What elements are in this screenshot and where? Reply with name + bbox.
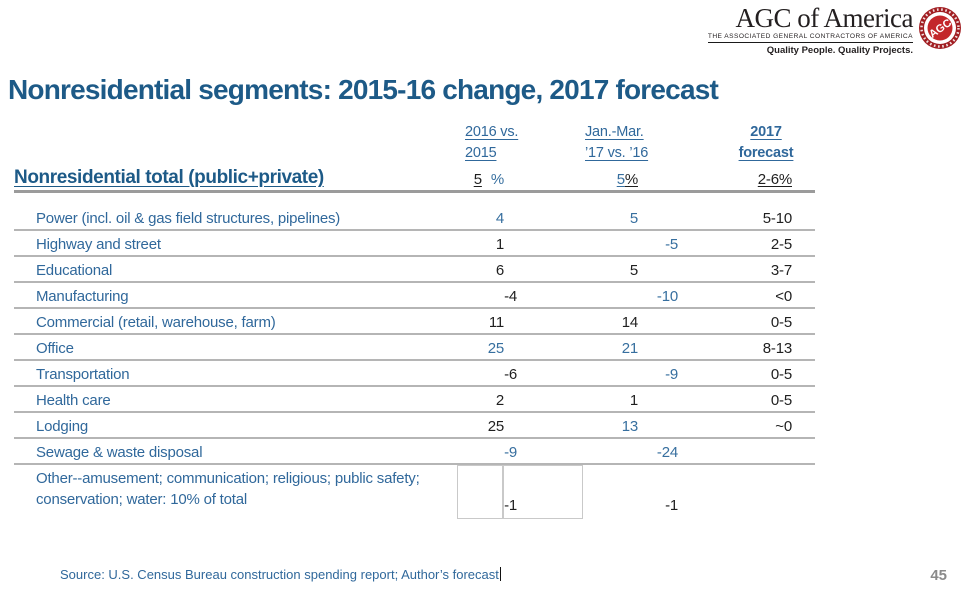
col-header-2016-vs-2015: 2016 vs. 2015	[465, 122, 518, 164]
segment-label: Manufacturing	[36, 288, 129, 305]
value-2017-forecast: 5-10	[762, 210, 792, 227]
value-2017-forecast: 2-5	[770, 236, 792, 253]
value-2016-vs-2015: -9	[504, 444, 517, 461]
total-value-part: 5	[473, 171, 482, 188]
agc-seal-icon: AGC	[919, 7, 961, 49]
table-row: Lodging 25 13 ~0	[14, 413, 815, 439]
segment-label: Transportation	[36, 366, 130, 383]
value-2016-vs-2015: -4	[504, 288, 517, 305]
table-row: Highway and street 1 -5 2-5	[14, 231, 815, 257]
value-2017-forecast: <0	[775, 288, 792, 305]
segment-label: Health care	[36, 392, 111, 409]
value-2016-vs-2015: 1	[495, 236, 504, 253]
value-2017-forecast: 8-13	[762, 340, 792, 357]
total-value-part: %	[624, 171, 638, 188]
cell-selection-box	[457, 465, 503, 519]
value-2016-vs-2015: -6	[504, 366, 517, 383]
table-row: Commercial (retail, warehouse, farm) 11 …	[14, 309, 815, 335]
value-jan-mar: 14	[621, 314, 638, 331]
value-2016-vs-2015: 4	[495, 210, 504, 227]
col-header-line: 2016 vs.	[465, 124, 519, 140]
total-value-part: 2-6%	[757, 171, 792, 188]
col-header-line: forecast	[738, 145, 794, 161]
table-row: Sewage & waste disposal -9 -24	[14, 439, 815, 465]
segments-table: Nonresidential total (public+private) 5%…	[14, 167, 815, 522]
value-2016-vs-2015: 2	[495, 392, 504, 409]
value-jan-mar: 13	[621, 418, 638, 435]
page-number: 45	[930, 567, 947, 584]
col-header-2017-forecast: 2017 forecast	[728, 122, 804, 164]
segment-label: Lodging	[36, 418, 88, 435]
value-jan-mar: -5	[665, 236, 678, 253]
table-row: Manufacturing -4 -10 <0	[14, 283, 815, 309]
value-jan-mar: 5	[629, 210, 638, 227]
table-row: Transportation -6 -9 0-5	[14, 361, 815, 387]
col-header-line: 2017	[750, 124, 782, 140]
total-value-2017-forecast: 2-6%	[614, 171, 792, 188]
table-row: Power (incl. oil & gas field structures,…	[14, 193, 815, 231]
agc-tagline: Quality People. Quality Projects.	[766, 44, 913, 56]
value-2016-vs-2015: 25	[487, 418, 504, 435]
value-2016-vs-2015: 6	[495, 262, 504, 279]
value-jan-mar: 5	[629, 262, 638, 279]
agc-logo: AGC of America THE ASSOCIATED GENERAL CO…	[707, 3, 962, 56]
segment-label: Commercial (retail, warehouse, farm)	[36, 314, 276, 331]
text-cursor	[499, 567, 502, 581]
total-value-2016-vs-2015: 5%	[412, 171, 504, 188]
cell-selection-box	[503, 465, 583, 519]
value-jan-mar: -9	[665, 366, 678, 383]
segment-label: Sewage & waste disposal	[36, 444, 203, 461]
segment-label: Educational	[36, 262, 113, 279]
value-2017-forecast: ~0	[775, 418, 792, 435]
value-2016-vs-2015: 11	[488, 314, 504, 331]
col-header-line: ’17 vs. ’16	[585, 145, 649, 161]
agc-brand-name: AGC of America	[735, 3, 914, 33]
col-header-jan-mar-17-vs-16: Jan.-Mar. ’17 vs. ’16	[585, 122, 648, 164]
total-value-part: %	[490, 171, 504, 188]
total-value-jan-mar: 5%	[544, 171, 638, 188]
value-2017-forecast: 3-7	[770, 262, 792, 279]
source-text[interactable]: Source: U.S. Census Bureau construction …	[60, 567, 499, 582]
segment-label: Office	[36, 340, 74, 357]
agc-brand-subtitle: THE ASSOCIATED GENERAL CONTRACTORS OF AM…	[707, 33, 913, 43]
table-row: Other--amusement; communication; religio…	[14, 465, 815, 522]
agc-logo-text: AGC of America THE ASSOCIATED GENERAL CO…	[707, 3, 914, 56]
col-header-line: Jan.-Mar.	[585, 124, 644, 140]
source-note[interactable]: Source: U.S. Census Bureau construction …	[60, 567, 502, 582]
segment-label: Other--amusement; communication; religio…	[36, 470, 420, 508]
table-row: Office 25 21 8-13	[14, 335, 815, 361]
total-row: Nonresidential total (public+private) 5%…	[14, 167, 815, 193]
table-row: Educational 6 5 3-7	[14, 257, 815, 283]
segment-label: Highway and street	[36, 236, 161, 253]
total-value-part: 5	[616, 171, 625, 188]
value-2017-forecast: 0-5	[770, 366, 792, 383]
total-row-label: Nonresidential total (public+private)	[14, 167, 324, 188]
value-2016-vs-2015: 25	[487, 340, 504, 357]
value-jan-mar: 21	[621, 340, 638, 357]
value-jan-mar: -1	[665, 497, 678, 514]
value-jan-mar: 1	[629, 392, 638, 409]
segment-label: Power (incl. oil & gas field structures,…	[36, 210, 341, 227]
value-jan-mar: -24	[656, 444, 678, 461]
value-2017-forecast: 0-5	[770, 392, 792, 409]
value-2017-forecast: 0-5	[770, 314, 792, 331]
value-2016-vs-2015: -1	[504, 497, 517, 514]
table-row: Health care 2 1 0-5	[14, 387, 815, 413]
col-header-line: 2015	[465, 145, 497, 161]
slide-title: Nonresidential segments: 2015-16 change,…	[8, 74, 719, 105]
table-rows: Power (incl. oil & gas field structures,…	[14, 193, 815, 522]
value-jan-mar: -10	[656, 288, 678, 305]
